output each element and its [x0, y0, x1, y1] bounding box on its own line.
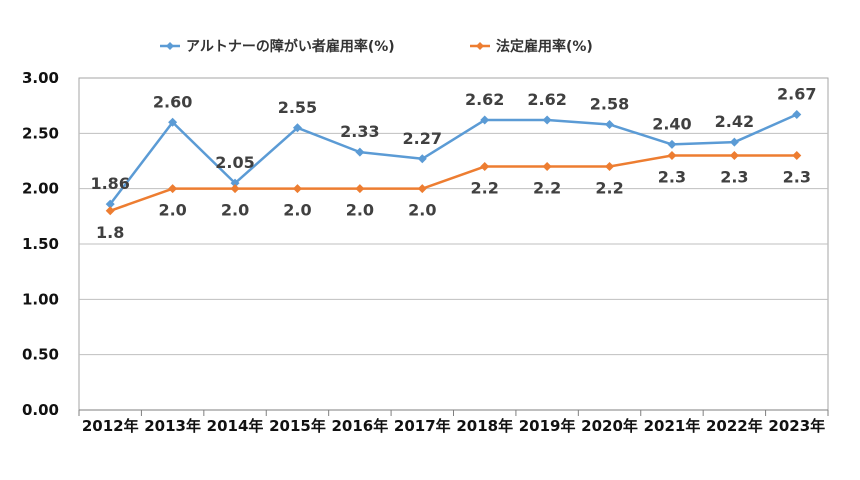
- data-point: [292, 184, 302, 194]
- legend-marker: [166, 42, 174, 50]
- data-labels: 1.86 2.60 2.05 2.55 2.33 2.27 2.62 2.62 2.58 2.40…: [90, 85, 816, 242]
- data-label: 2.2: [595, 179, 623, 198]
- data-label: 2.3: [783, 167, 811, 186]
- data-label: 2.0: [283, 201, 311, 220]
- data-label: 2.33: [340, 122, 379, 141]
- y-tick-label: 3.00: [22, 69, 59, 87]
- data-point: [605, 119, 615, 129]
- series-line-0: [109, 113, 798, 205]
- legend-entry: アルトナーの障がい者雇用率(%): [186, 38, 395, 55]
- data-label: 2.58: [590, 94, 629, 113]
- data-label: 2.27: [403, 129, 442, 148]
- data-label: 2.62: [527, 90, 566, 109]
- data-point: [168, 117, 178, 127]
- y-tick-label: 2.00: [22, 180, 59, 198]
- y-tick-label: 0.50: [22, 346, 59, 364]
- data-label: 2.05: [215, 153, 254, 172]
- data-point: [292, 123, 302, 133]
- x-tick-label: 2018年: [456, 417, 513, 435]
- x-tick-label: 2023年: [768, 417, 825, 435]
- data-point: [168, 184, 178, 194]
- x-tick-label: 2017年: [394, 417, 451, 435]
- x-tick-label: 2013年: [144, 417, 201, 435]
- series-group: [105, 110, 802, 216]
- x-tick-label: 2016年: [332, 417, 389, 435]
- x-tick-label: 2021年: [644, 417, 701, 435]
- y-axis: 0.00 0.50 1.00 1.50 2.00 2.50 3.00: [22, 69, 59, 419]
- y-tick-label: 1.00: [22, 290, 59, 308]
- data-point: [605, 162, 615, 172]
- data-point: [792, 110, 802, 120]
- data-label: 2.60: [153, 92, 192, 111]
- data-point: [355, 147, 365, 157]
- data-point: [105, 199, 115, 209]
- data-point: [480, 162, 490, 172]
- x-tick-label: 2012年: [82, 417, 139, 435]
- data-point: [230, 178, 240, 188]
- x-tick-label: 2020年: [581, 417, 638, 435]
- x-axis: 2012年 2013年 2014年 2015年 2016年 2017年 2018年 2019年…: [78, 409, 829, 435]
- data-label: 2.0: [158, 201, 186, 220]
- data-label: 2.0: [221, 201, 249, 220]
- data-point: [542, 162, 552, 172]
- x-tick-label: 2019年: [519, 417, 576, 435]
- legend-marker: [476, 42, 484, 50]
- x-tick-label: 2022年: [706, 417, 763, 435]
- data-label: 2.3: [658, 167, 686, 186]
- data-label: 1.8: [96, 223, 124, 242]
- data-label: 2.42: [715, 112, 754, 131]
- data-point: [480, 115, 490, 125]
- data-label: 2.0: [408, 201, 436, 220]
- data-label: 2.62: [465, 90, 504, 109]
- data-label: 2.2: [471, 179, 499, 198]
- data-point: [417, 184, 427, 194]
- data-point: [230, 184, 240, 194]
- data-point: [542, 115, 552, 125]
- data-point: [667, 139, 677, 149]
- data-label: 2.2: [533, 179, 561, 198]
- data-label: 2.40: [652, 114, 691, 133]
- x-tick-label: 2015年: [269, 417, 326, 435]
- data-point: [792, 150, 802, 160]
- data-point: [729, 137, 739, 147]
- y-tick-label: 1.50: [22, 235, 59, 253]
- data-point: [417, 154, 427, 164]
- data-point: [355, 184, 365, 194]
- legend: アルトナーの障がい者雇用率(%) 法定雇用率(%): [160, 38, 593, 55]
- data-label: 2.67: [777, 85, 816, 104]
- legend-entry: 法定雇用率(%): [496, 38, 593, 55]
- data-label: 2.3: [720, 167, 748, 186]
- y-tick-label: 2.50: [22, 124, 59, 142]
- data-point: [105, 206, 115, 216]
- data-point: [667, 150, 677, 160]
- data-label: 2.0: [346, 201, 374, 220]
- data-point: [729, 150, 739, 160]
- x-tick-label: 2014年: [207, 417, 264, 435]
- y-tick-label: 0.00: [22, 401, 59, 419]
- series-line-1: [109, 154, 797, 212]
- data-label: 1.86: [90, 174, 129, 193]
- data-label: 2.55: [278, 98, 317, 117]
